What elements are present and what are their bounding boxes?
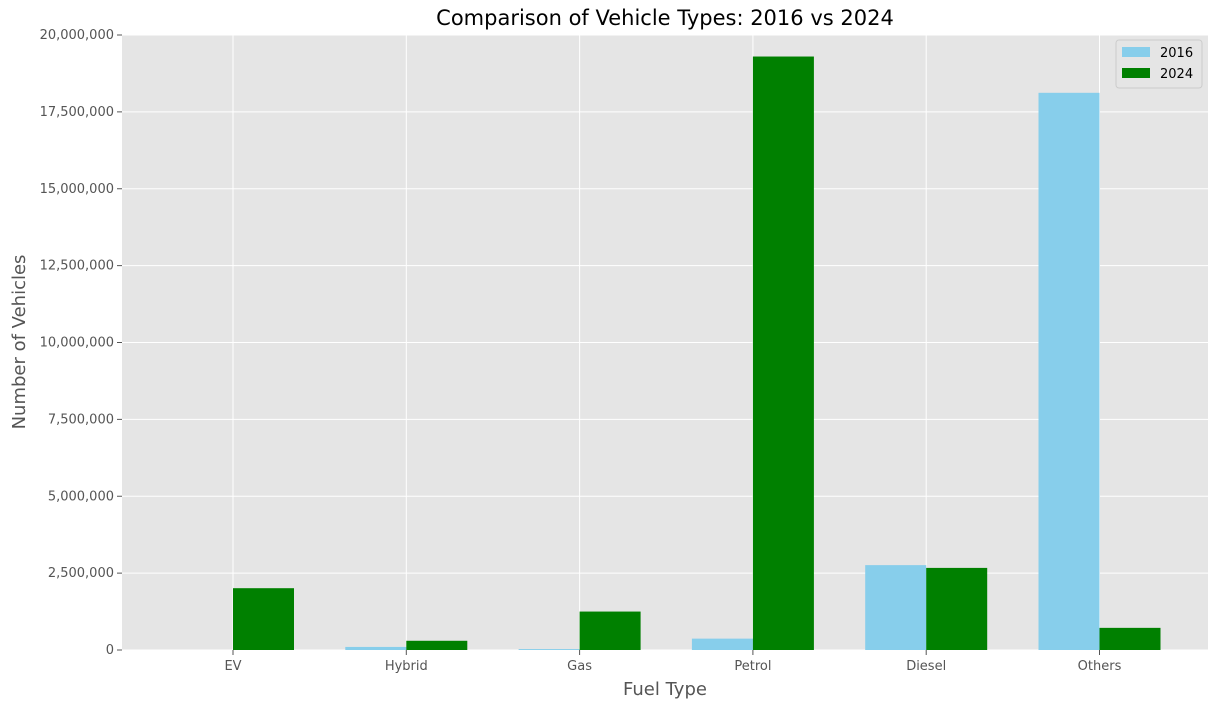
y-tick-label: 15,000,000 (40, 182, 114, 197)
bar-2024-gas (579, 611, 641, 650)
x-tick-label: EV (224, 659, 241, 674)
x-tick-label: Petrol (734, 659, 771, 674)
y-tick-label: 10,000,000 (40, 336, 114, 351)
bars (233, 56, 1161, 650)
bar-2016-diesel (865, 565, 927, 650)
y-tick-label: 5,000,000 (48, 489, 114, 504)
legend-swatch-2024 (1122, 68, 1150, 78)
legend: 2016 2024 (1115, 39, 1203, 89)
y-tick-label: 2,500,000 (48, 566, 114, 581)
x-tick-label: Gas (567, 659, 592, 674)
y-tick-labels: 0 2,500,000 5,000,000 7,500,000 10,000,000 12… (40, 28, 122, 658)
legend-label-2016: 2016 (1160, 46, 1193, 61)
x-tick-labels: EV Hybrid Gas Petrol Diesel Others (224, 650, 1122, 674)
bar-2016-hybrid (345, 646, 407, 650)
y-tick-label: 7,500,000 (48, 412, 114, 427)
x-tick-label: Hybrid (385, 659, 428, 674)
legend-swatch-2016 (1122, 47, 1150, 57)
y-axis-title: Number of Vehicles (9, 255, 30, 430)
bar-2024-petrol (752, 56, 814, 650)
bar-2016-petrol (691, 638, 753, 650)
x-tick-label: Diesel (906, 659, 946, 674)
chart-title: Comparison of Vehicle Types: 2016 vs 202… (436, 6, 894, 30)
x-tick-label: Others (1078, 659, 1122, 674)
y-tick-label: 20,000,000 (40, 28, 114, 43)
bar-2024-diesel (926, 567, 988, 650)
bar-2016-gas (518, 649, 580, 650)
y-tick-label: 0 (106, 643, 114, 658)
bar-2024-ev (233, 588, 294, 650)
bar-2016-others (1038, 92, 1100, 650)
legend-label-2024: 2024 (1160, 67, 1193, 82)
bar-2024-hybrid (406, 640, 468, 650)
bar-2024-others (1099, 627, 1161, 650)
y-tick-label: 12,500,000 (40, 259, 114, 274)
x-axis-title: Fuel Type (623, 679, 707, 700)
y-tick-label: 17,500,000 (40, 105, 114, 120)
